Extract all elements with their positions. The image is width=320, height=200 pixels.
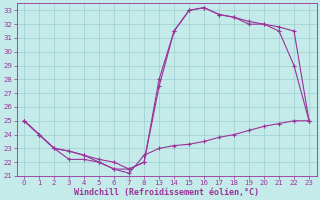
X-axis label: Windchill (Refroidissement éolien,°C): Windchill (Refroidissement éolien,°C) <box>74 188 259 197</box>
